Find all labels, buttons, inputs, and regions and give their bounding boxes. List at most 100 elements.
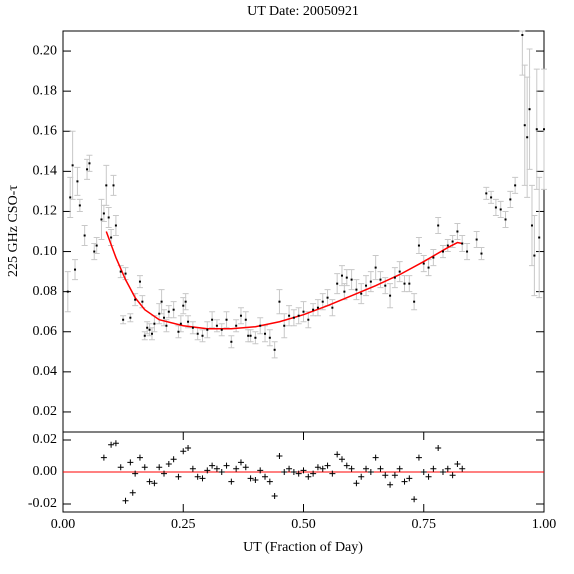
point	[206, 328, 209, 331]
point	[422, 262, 425, 265]
point	[185, 445, 192, 451]
y-tick-label: 0.12	[33, 204, 58, 219]
point	[384, 284, 387, 287]
point	[425, 473, 432, 480]
point	[521, 34, 524, 37]
x-tick-label: 0.00	[51, 517, 76, 532]
point	[499, 208, 502, 211]
point	[514, 184, 517, 187]
point	[158, 312, 161, 315]
point	[367, 469, 374, 475]
point	[353, 480, 360, 487]
point	[538, 236, 541, 239]
point	[271, 493, 278, 499]
point	[331, 306, 334, 309]
point	[230, 340, 233, 343]
y-tick-label: 0.16	[33, 123, 58, 138]
point	[288, 314, 291, 317]
point	[509, 198, 512, 201]
point	[417, 244, 420, 247]
point	[480, 252, 483, 255]
point	[223, 462, 230, 469]
point	[295, 470, 302, 477]
point	[435, 445, 442, 451]
point	[415, 454, 422, 461]
point	[543, 128, 545, 131]
point	[533, 254, 536, 257]
point	[451, 240, 454, 243]
point	[485, 192, 488, 195]
point	[504, 218, 507, 221]
y-tick-label: 0.02	[33, 432, 58, 447]
point	[191, 326, 194, 329]
point	[441, 250, 444, 253]
point	[278, 300, 281, 303]
point	[310, 470, 317, 477]
point	[74, 268, 77, 271]
point	[259, 324, 262, 327]
point	[242, 464, 249, 471]
point	[66, 290, 69, 293]
point	[535, 128, 538, 131]
point	[377, 465, 384, 472]
point	[444, 465, 451, 472]
point	[459, 465, 466, 472]
point	[324, 462, 331, 469]
point	[235, 324, 238, 327]
point	[369, 280, 372, 283]
point	[189, 465, 196, 472]
point	[406, 475, 413, 482]
point	[105, 184, 108, 187]
point	[319, 465, 326, 472]
point	[321, 300, 324, 303]
point	[151, 480, 158, 487]
point	[523, 124, 526, 127]
point	[237, 459, 244, 466]
point	[286, 465, 293, 472]
point	[389, 294, 392, 297]
point	[122, 318, 125, 321]
point	[146, 478, 153, 485]
point	[345, 276, 348, 279]
chart-title: UT Date: 20050921	[247, 4, 359, 19]
y-tick-label: 0.04	[33, 364, 58, 379]
point	[165, 324, 168, 327]
point	[307, 318, 310, 321]
point	[211, 318, 214, 321]
point	[218, 469, 225, 475]
point	[122, 497, 129, 504]
point	[225, 318, 228, 321]
point	[163, 316, 166, 319]
point	[257, 467, 264, 474]
point	[107, 216, 110, 219]
point	[300, 467, 307, 474]
point	[264, 332, 267, 335]
point	[393, 276, 396, 279]
point	[148, 328, 151, 331]
point	[398, 270, 401, 273]
point	[150, 332, 153, 335]
point	[461, 242, 464, 245]
point	[396, 465, 403, 472]
point	[86, 168, 89, 171]
point	[360, 292, 363, 295]
y-axis-label: 225 GHz CSO-τ	[6, 185, 21, 277]
point	[110, 236, 113, 239]
point	[490, 196, 493, 199]
point	[391, 472, 398, 479]
point	[411, 496, 418, 503]
point	[305, 473, 312, 480]
point	[138, 280, 141, 283]
point	[526, 136, 529, 139]
point	[134, 298, 137, 301]
point	[199, 475, 206, 482]
y-tick-label: -0.02	[28, 496, 57, 511]
point	[437, 224, 440, 227]
point	[141, 464, 148, 471]
point	[374, 266, 377, 269]
point	[449, 472, 456, 479]
point	[69, 196, 72, 199]
x-axis-label: UT (Fraction of Day)	[243, 540, 363, 555]
